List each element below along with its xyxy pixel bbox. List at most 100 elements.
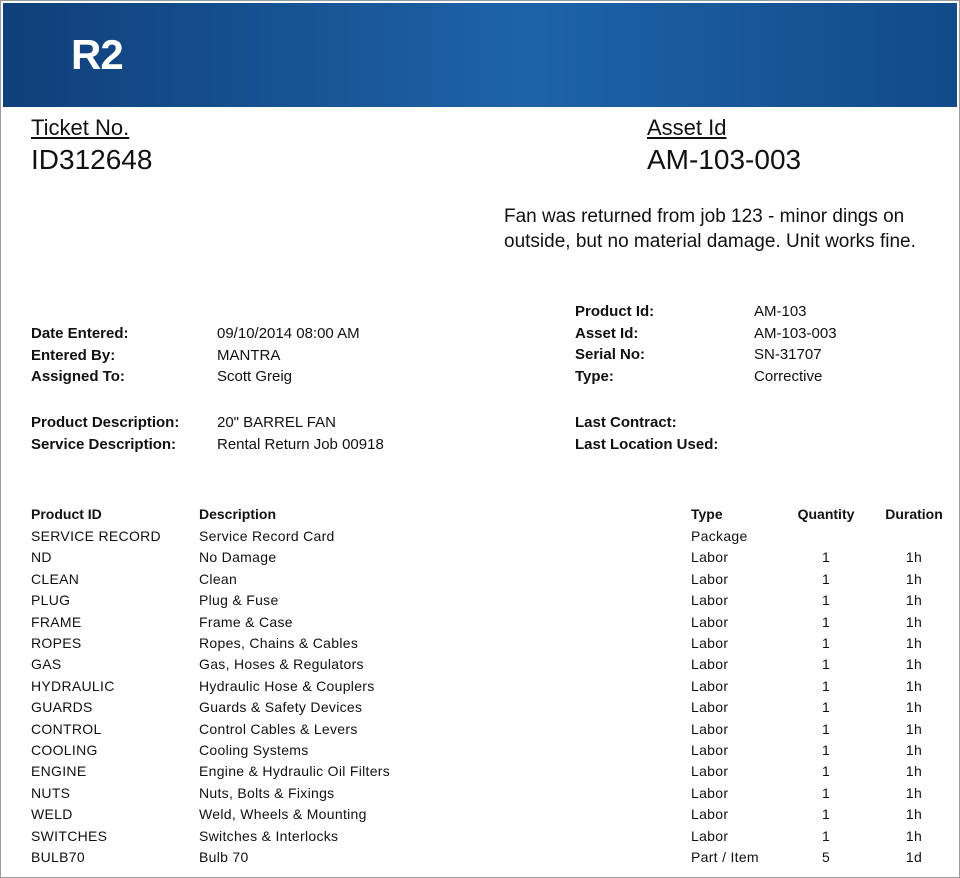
field-label: Asset Id: [575,324,639,342]
field-label: Serial No: [575,346,646,363]
table-cell: Package [691,528,748,544]
table-cell: 1h [905,656,923,673]
field-value: AM-103-003 [754,324,837,342]
table-cell: Labor [691,677,729,694]
logo: R2 [71,31,124,78]
table-cell: 1 [821,677,831,694]
table-cell: 1 [821,806,831,823]
column-header: Description [199,506,277,522]
table-cell: Labor [691,806,729,823]
table-cell: BULB70 [31,849,85,865]
table-cell: Labor [691,635,729,651]
table-cell: ND [31,549,52,566]
table-cell: FRAME [31,613,82,630]
table-cell: 1h [905,677,923,694]
table-cell: Cooling Systems [199,742,309,758]
ticket-label: Ticket No. [31,115,130,140]
ticket-value: ID312648 [31,144,153,175]
column-header: Duration [885,506,943,522]
table-cell: CONTROL [31,720,102,737]
table-cell: Labor [691,827,729,844]
table-cell: Gas, Hoses & Regulators [199,656,364,673]
table-cell: Service Record Card [199,528,335,544]
table-cell: 1 [821,549,831,566]
field-value: Scott Greig [217,368,293,385]
table-cell: Labor [691,742,729,758]
asset-label: Asset Id [647,115,727,140]
notes: Fan was returned from job 123 - minor di… [504,206,916,252]
table-cell: WELD [31,806,73,823]
table-cell: 1h [905,635,923,651]
table-cell: CLEAN [31,570,80,587]
table-cell: SWITCHES [31,827,108,844]
table-cell: No Damage [199,549,277,566]
table-cell: 1 [821,635,831,651]
table-cell: Nuts, Bolts & Fixings [199,784,335,801]
table-cell: Labor [691,763,729,780]
header-bar: R2 [3,3,957,107]
field-value: Rental Return Job 00918 [217,435,384,453]
field-label: Entered By: [31,346,116,364]
table-cell: Part / Item [691,849,759,865]
table-cell: 1h [905,613,923,630]
table-cell: 1 [821,742,831,758]
field-value: MANTRA [217,346,281,364]
table-cell: Labor [691,549,729,566]
table-cell: 1 [821,784,831,801]
field-label: Service Description: [31,435,177,453]
table-cell: 1h [905,720,923,737]
table-cell: Clean [199,570,238,587]
field-label: Type: [575,367,614,385]
table-cell: 1 [821,763,831,780]
table-cell: Labor [691,699,729,716]
table-cell: Labor [691,720,729,737]
field-value: SN-31707 [754,346,822,363]
field-value: Corrective [754,367,823,385]
table-cell: 5 [821,849,831,865]
table-cell: 1 [821,656,831,673]
table-cell: 1h [905,806,923,823]
field-label: Assigned To: [31,368,125,385]
table-cell: NUTS [31,784,71,801]
table-cell: Labor [691,656,729,673]
table-cell: GUARDS [31,699,93,716]
table-cell: 1 [821,720,831,737]
table-cell: Engine & Hydraulic Oil Filters [199,763,391,780]
asset-value: AM-103-003 [647,144,802,175]
table-cell: Plug & Fuse [199,592,279,609]
field-label: Product Description: [31,414,180,431]
table-cell: SERVICE RECORD [31,528,161,544]
field-value: 09/10/2014 08:00 AM [217,325,360,342]
table-cell: 1h [905,592,923,609]
table-cell: Labor [691,613,729,630]
table-cell: 1h [905,699,923,716]
table-cell: 1h [905,784,923,801]
column-header: Product ID [31,506,102,522]
field-label: Last Location Used: [575,435,719,453]
field-label: Product Id: [575,303,655,320]
field-label: Last Contract: [575,414,677,431]
table-cell: COOLING [31,742,98,758]
table-cell: Hydraulic Hose & Couplers [199,677,375,694]
table-cell: Labor [691,784,729,801]
table-cell: ROPES [31,635,82,651]
table-cell: 1h [905,763,923,780]
field-value: AM-103 [754,303,807,320]
table-cell: 1d [905,849,923,865]
table-cell: 1 [821,592,831,609]
table-cell: 1h [905,549,923,566]
table-cell: HYDRAULIC [31,677,115,694]
table-cell: Frame & Case [199,613,293,630]
table-cell: 1 [821,613,831,630]
field-label: Date Entered: [31,325,129,342]
table-cell: Switches & Interlocks [199,827,339,844]
table-cell: 1 [821,699,831,716]
column-header: Quantity [797,506,855,522]
table-cell: Labor [691,570,729,587]
table-cell: Weld, Wheels & Mounting [199,806,367,823]
table-cell: Bulb 70 [199,849,249,865]
table-cell: 1h [905,742,923,758]
table-cell: 1h [905,570,923,587]
table-cell: Guards & Safety Devices [199,699,363,716]
